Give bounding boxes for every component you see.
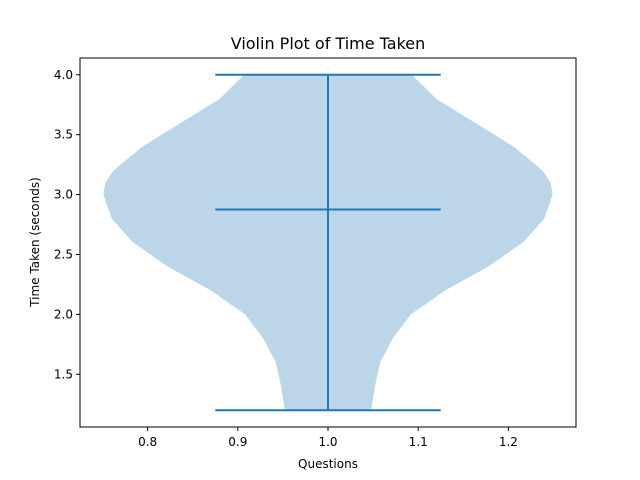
y-tick-label: 1.5 [54,367,73,381]
y-axis-label: Time Taken (seconds) [28,177,42,308]
y-tick-label: 2.5 [54,247,73,261]
y-tick-label: 2.0 [54,307,73,321]
x-axis-ticks: 0.8 0.9 1.0 1.1 1.2 [138,427,518,449]
x-tick-label: 0.8 [138,435,157,449]
y-tick-label: 3.5 [54,128,73,142]
x-axis-label: Questions [298,457,358,471]
x-tick-label: 1.2 [499,435,518,449]
x-tick-label: 1.0 [318,435,337,449]
chart-title: Violin Plot of Time Taken [231,34,426,53]
y-axis-ticks: 1.5 2.0 2.5 3.0 3.5 4.0 [54,68,80,381]
x-tick-label: 0.9 [228,435,247,449]
y-tick-label: 4.0 [54,68,73,82]
plot-area [103,73,553,412]
x-tick-label: 1.1 [409,435,428,449]
y-tick-label: 3.0 [54,188,73,202]
